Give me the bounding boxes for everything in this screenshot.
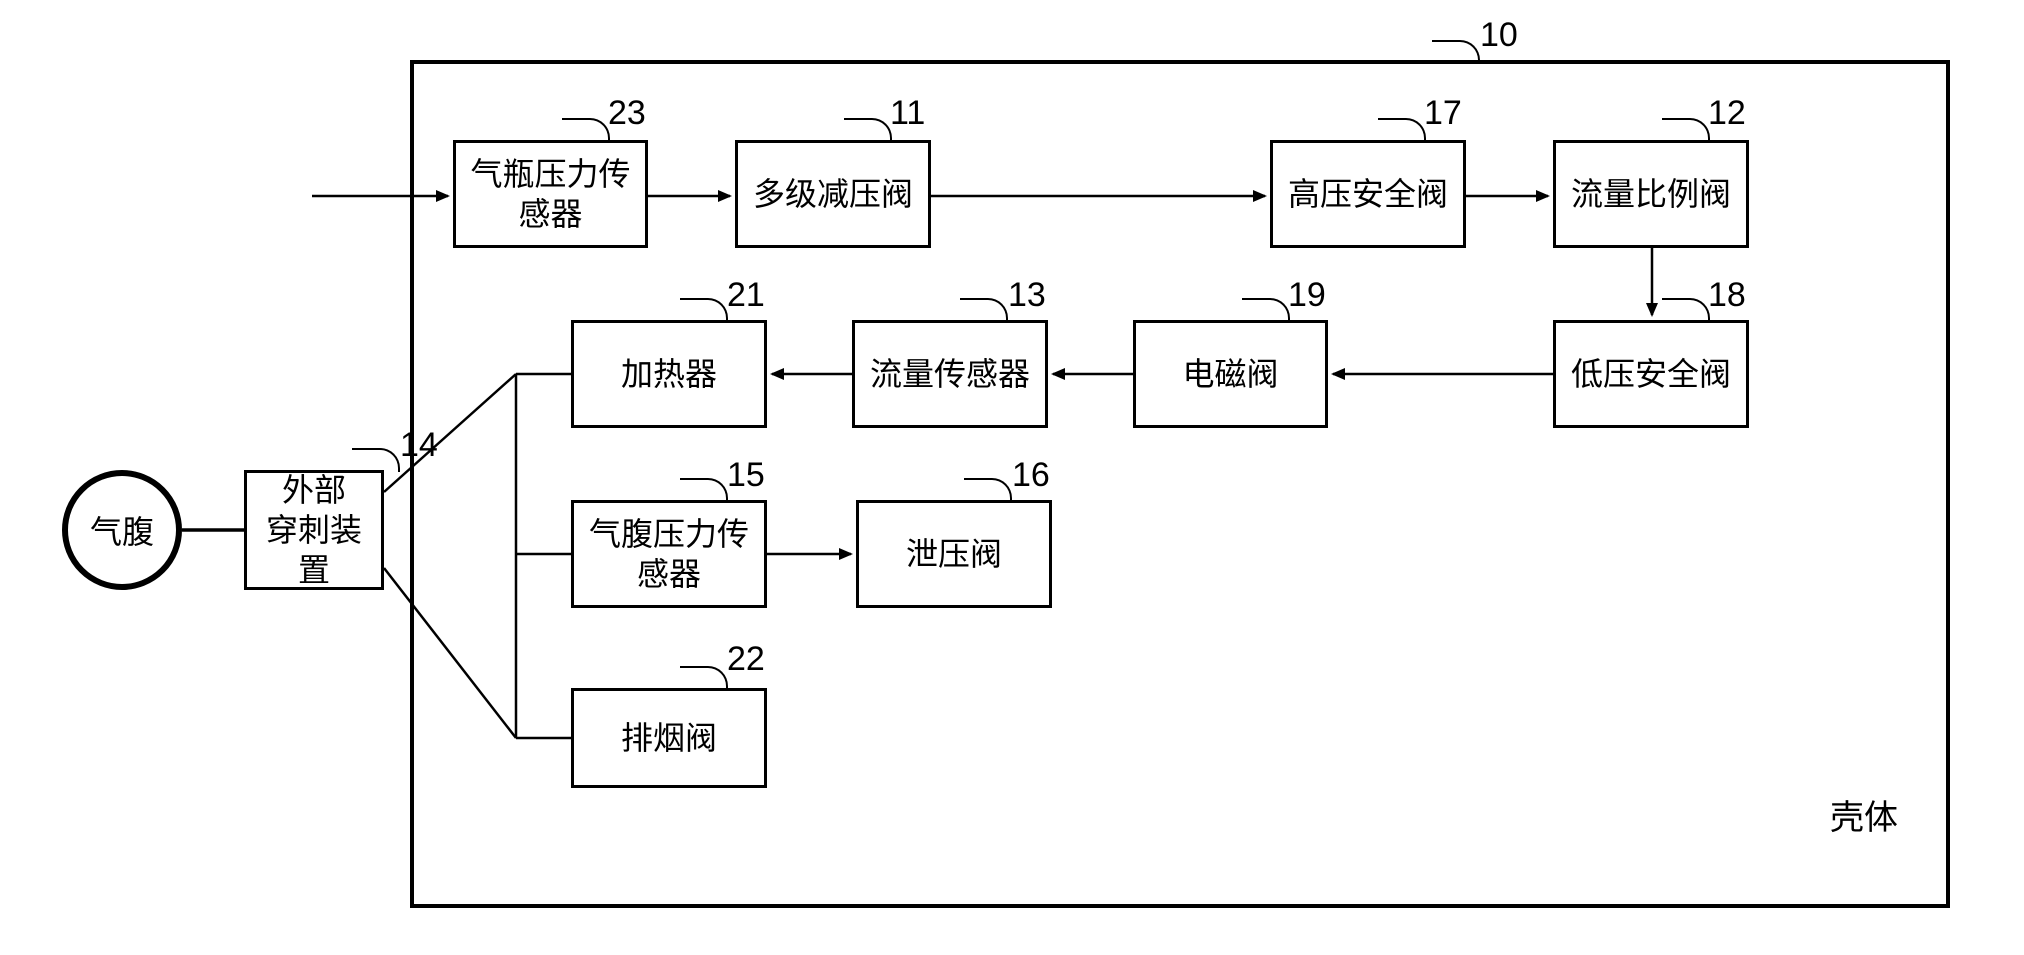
num-label-18: 18 bbox=[1708, 276, 1746, 315]
node-17-label: 高压安全阀 bbox=[1288, 174, 1448, 214]
num-label-12: 12 bbox=[1708, 94, 1746, 133]
node-12-flow-proportional-valve: 流量比例阀 bbox=[1553, 140, 1749, 248]
num-label-22: 22 bbox=[727, 640, 765, 679]
num-label-16: 16 bbox=[1012, 456, 1050, 495]
num-label-21: 21 bbox=[727, 276, 765, 315]
node-14-label: 外部穿刺装置 bbox=[255, 470, 373, 590]
node-18-low-pressure-safety-valve: 低压安全阀 bbox=[1553, 320, 1749, 428]
node-qifu-label: 气腹 bbox=[90, 507, 154, 553]
node-23-cylinder-pressure-sensor: 气瓶压力传感器 bbox=[453, 140, 648, 248]
node-18-label: 低压安全阀 bbox=[1571, 354, 1731, 394]
housing-label: 壳体 bbox=[1830, 790, 1898, 839]
leader-tick-10 bbox=[1432, 40, 1480, 64]
node-16-relief-valve: 泄压阀 bbox=[856, 500, 1052, 608]
node-22-smoke-exhaust-valve: 排烟阀 bbox=[571, 688, 767, 788]
num-label-14: 14 bbox=[400, 426, 438, 465]
node-14-external-puncture-device: 外部穿刺装置 bbox=[244, 470, 384, 590]
node-21-label: 加热器 bbox=[621, 354, 717, 394]
leader-tick-14 bbox=[352, 448, 400, 472]
node-23-label: 气瓶压力传感器 bbox=[470, 154, 630, 234]
node-11-multistage-reducing-valve: 多级减压阀 bbox=[735, 140, 931, 248]
node-22-label: 排烟阀 bbox=[621, 718, 717, 758]
node-16-label: 泄压阀 bbox=[906, 534, 1002, 574]
node-13-label: 流量传感器 bbox=[870, 354, 1030, 394]
num-label-19: 19 bbox=[1288, 276, 1326, 315]
node-17-high-pressure-safety-valve: 高压安全阀 bbox=[1270, 140, 1466, 248]
num-label-13: 13 bbox=[1008, 276, 1046, 315]
node-15-pneumo-pressure-sensor: 气腹压力传感器 bbox=[571, 500, 767, 608]
node-11-label: 多级减压阀 bbox=[753, 174, 913, 214]
node-15-label: 气腹压力传感器 bbox=[589, 514, 749, 594]
node-19-label: 电磁阀 bbox=[1182, 354, 1278, 394]
node-21-heater: 加热器 bbox=[571, 320, 767, 428]
node-13-flow-sensor: 流量传感器 bbox=[852, 320, 1048, 428]
num-label-15: 15 bbox=[727, 456, 765, 495]
node-qifu-circle: 气腹 bbox=[62, 470, 182, 590]
num-label-23: 23 bbox=[608, 94, 646, 133]
num-label-11: 11 bbox=[890, 94, 925, 133]
diagram-root: 壳体 气腹 气瓶压力传感器 多级减压阀 高压安全阀 流量比例阀 加热器 流量传感… bbox=[0, 0, 2024, 955]
node-19-solenoid-valve: 电磁阀 bbox=[1133, 320, 1328, 428]
node-12-label: 流量比例阀 bbox=[1571, 174, 1731, 214]
num-label-10: 10 bbox=[1480, 16, 1518, 55]
num-label-17: 17 bbox=[1424, 94, 1462, 133]
